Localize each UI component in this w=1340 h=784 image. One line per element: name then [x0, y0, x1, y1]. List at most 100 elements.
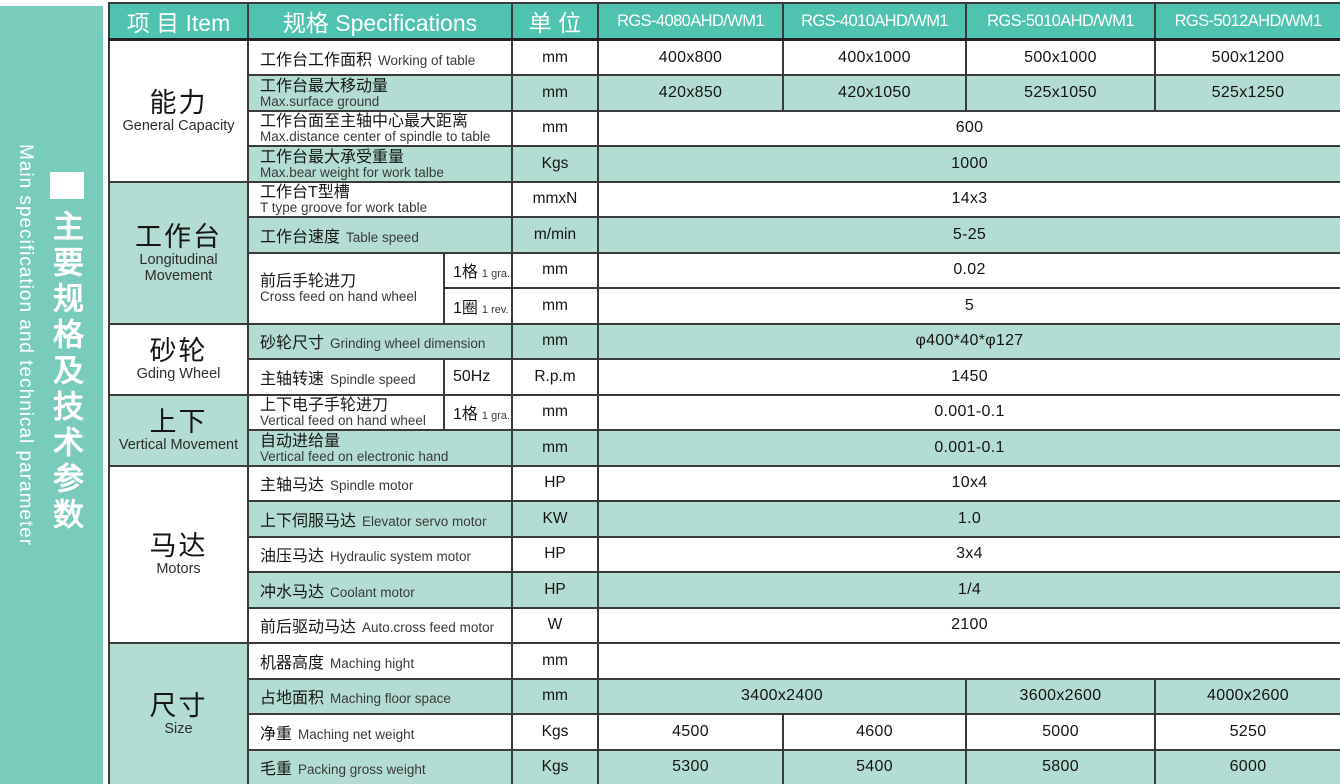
- value-cell: 3400x2400: [597, 677, 967, 715]
- spec-label: 工作台工作面积 Working of table: [247, 38, 513, 76]
- value-cell: 0.001-0.1: [597, 429, 1340, 467]
- group-cell-longitudinal: 工作台 Longitudinal Movement: [108, 180, 249, 325]
- spec-label: 冲水马达 Coolant motor: [247, 571, 513, 609]
- table-row: 1圈 1 rev. mm 5: [109, 287, 1340, 325]
- group-cell-motors: 马达 Motors: [108, 464, 249, 644]
- value-cell: 10x4: [597, 464, 1340, 502]
- table-row: 主轴转速 Spindle speed 50Hz R.p.m 1450: [109, 358, 1340, 396]
- unit-cell: mmxN: [511, 180, 599, 218]
- unit-cell: HP: [511, 464, 599, 502]
- unit-cell: W: [511, 606, 599, 644]
- value-cell: 400x800: [597, 38, 784, 76]
- table-row: 毛重 Packing gross weight Kgs 5300 5400 580…: [109, 748, 1340, 784]
- sidebar-title: 主要规格及技术参数: [48, 210, 83, 534]
- value-cell: 5-25: [597, 216, 1340, 254]
- column-header-unit: 单 位: [511, 2, 599, 41]
- unit-cell: mm: [511, 322, 599, 360]
- value-cell: 3600x2600: [965, 677, 1156, 715]
- spec-label: 油压马达 Hydraulic system motor: [247, 535, 513, 573]
- spec-label: 机器高度 Maching hight: [247, 642, 513, 680]
- value-cell: 420x850: [597, 74, 784, 112]
- column-header-model-2: RGS-4010AHD/WM1: [782, 2, 967, 41]
- value-cell: 600: [597, 109, 1340, 147]
- unit-cell: HP: [511, 535, 599, 573]
- unit-cell: m/min: [511, 216, 599, 254]
- unit-cell: Kgs: [511, 145, 599, 183]
- value-cell: 5400: [782, 748, 967, 784]
- unit-cell: mm: [511, 287, 599, 325]
- table-row: 前后手轮进刀 Cross feed on hand wheel 1格 1 gra. …: [109, 251, 1340, 325]
- column-header-model-4: RGS-5012AHD/WM1: [1154, 2, 1340, 41]
- sidebar: Main specification and technical paramet…: [0, 6, 103, 784]
- bullet-square-icon: [50, 172, 84, 199]
- table-row: 工作台 Longitudinal Movement 工作台T型槽 T type g…: [108, 180, 1340, 325]
- value-cell: 3x4: [597, 535, 1340, 573]
- table-row: 占地面积 Maching floor space mm 3400x2400 360…: [109, 677, 1340, 715]
- unit-cell: R.p.m: [511, 358, 599, 396]
- value-cell: 0.001-0.1: [597, 393, 1340, 431]
- value-cell: 500x1000: [965, 38, 1156, 76]
- spec-label: 工作台T型槽 T type groove for work table: [247, 180, 513, 218]
- value-cell: 5000: [965, 713, 1156, 751]
- unit-cell: mm: [511, 677, 599, 715]
- value-cell: 525x1050: [965, 74, 1156, 112]
- value-cell: φ400*40*φ127: [597, 322, 1340, 360]
- spec-label: 砂轮尺寸 Grinding wheel dimension: [247, 322, 513, 360]
- table-row: 工作台速度 Table speed m/min 5-25: [109, 216, 1340, 254]
- value-cell: 400x1000: [782, 38, 967, 76]
- column-header-item: 项 目 Item: [108, 2, 249, 41]
- table-row: 上下伺服马达 Elevator servo motor KW 1.0: [109, 500, 1340, 538]
- table-row: 能力 General Capacity 工作台工作面积 Working of ta…: [108, 38, 1340, 183]
- value-cell: 525x1250: [1154, 74, 1340, 112]
- value-cell: 6000: [1154, 748, 1340, 784]
- value-cell: 1.0: [597, 500, 1340, 538]
- spec-label: 上下电子手轮进刀 Vertical feed on hand wheel: [247, 393, 445, 431]
- table-row: 工作台最大承受重量 Max.bear weight for work talbe …: [109, 145, 1340, 183]
- value-cell: 4600: [782, 713, 967, 751]
- unit-cell: mm: [511, 38, 599, 76]
- unit-cell: Kgs: [511, 748, 599, 784]
- value-cell: 5300: [597, 748, 784, 784]
- table-row: 净重 Maching net weight Kgs 4500 4600 5000 …: [109, 713, 1340, 751]
- spec-label: 工作台最大移动量 Max.surface ground: [247, 74, 513, 112]
- table-row: 自动进给量 Vertical feed on electronic hand mm…: [109, 429, 1340, 467]
- value-cell: 5800: [965, 748, 1156, 784]
- table-row: 油压马达 Hydraulic system motor HP 3x4: [109, 535, 1340, 573]
- table-row: 工作台最大移动量 Max.surface ground mm 420x850 42…: [109, 74, 1340, 112]
- spec-sub-cell: 50Hz: [443, 358, 513, 396]
- unit-cell: mm: [511, 109, 599, 147]
- value-cell: 4000x2600: [1154, 677, 1340, 715]
- spec-label: 前后驱动马达 Auto.cross feed motor: [247, 606, 513, 644]
- value-cell: 5250: [1154, 713, 1340, 751]
- value-cell: 1/4: [597, 571, 1340, 609]
- value-cell: 0.02: [597, 251, 1340, 289]
- value-cell: 5: [597, 287, 1340, 325]
- unit-cell: KW: [511, 500, 599, 538]
- spec-label: 毛重 Packing gross weight: [247, 748, 513, 784]
- value-cell: 4500: [597, 713, 784, 751]
- unit-cell: Kgs: [511, 713, 599, 751]
- header-row: 项 目 Item 规格 Specifications 单 位 RGS-4080A…: [108, 2, 1340, 41]
- spec-label: 工作台最大承受重量 Max.bear weight for work talbe: [247, 145, 513, 183]
- table-row: 尺寸 Size 机器高度 Maching hight mm: [108, 642, 1340, 784]
- group-cell-capacity: 能力 General Capacity: [108, 38, 249, 183]
- spec-label: 工作台面至主轴中心最大距离 Max.distance center of spin…: [247, 109, 513, 147]
- table-row: 上下 Vertical Movement 上下电子手轮进刀 Vertical fe…: [108, 393, 1340, 467]
- spec-label: 主轴转速 Spindle speed: [247, 358, 445, 396]
- spec-sub-cell: 1格 1 gra.: [443, 393, 513, 431]
- spec-label: 工作台速度 Table speed: [247, 216, 513, 254]
- spec-sub-cell: 1格 1 gra.: [443, 251, 513, 289]
- spec-label: 主轴马达 Spindle motor: [247, 464, 513, 502]
- table-row: 马达 Motors 主轴马达 Spindle motor HP 10x4: [108, 464, 1340, 644]
- specifications-table: 项 目 Item 规格 Specifications 单 位 RGS-4080A…: [108, 2, 1340, 784]
- spec-label: 前后手轮进刀 Cross feed on hand wheel: [247, 251, 445, 325]
- column-header-specifications: 规格 Specifications: [247, 2, 513, 41]
- value-cell: [597, 642, 1340, 680]
- value-cell: 500x1200: [1154, 38, 1340, 76]
- group-cell-vertical: 上下 Vertical Movement: [108, 393, 249, 467]
- group-cell-size: 尺寸 Size: [108, 642, 249, 784]
- group-cell-grinding-wheel: 砂轮 Gding Wheel: [108, 322, 249, 396]
- value-cell: 1000: [597, 145, 1340, 183]
- value-cell: 420x1050: [782, 74, 967, 112]
- spec-label: 净重 Maching net weight: [247, 713, 513, 751]
